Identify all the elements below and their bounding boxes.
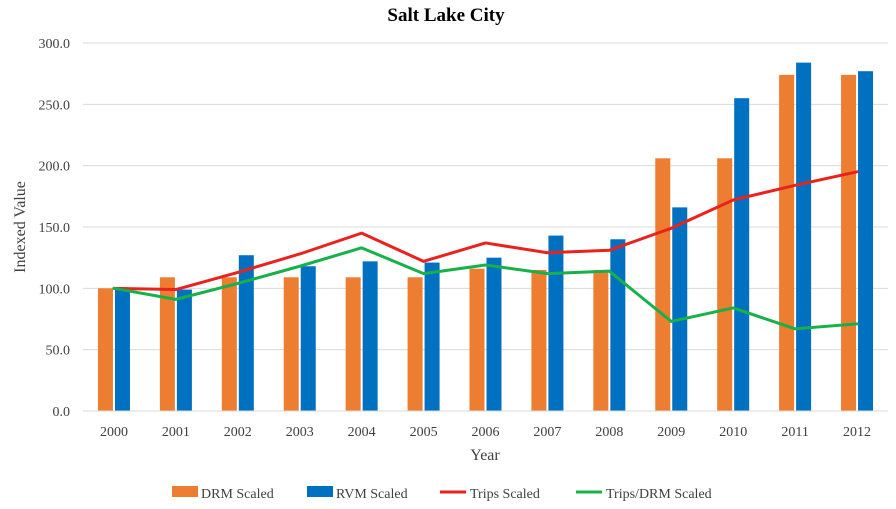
x-tick-label: 2010 xyxy=(719,425,747,440)
line-trips-drm-scaled xyxy=(112,246,859,331)
bar-rvm-scaled xyxy=(300,266,316,411)
x-tick-label: 2009 xyxy=(657,425,685,440)
y-tick-label: 100.0 xyxy=(39,282,71,297)
bar-drm-scaled xyxy=(469,268,485,411)
x-tick-label: 2006 xyxy=(472,425,500,440)
legend-swatch-drm-scaled xyxy=(172,486,198,497)
x-tick-label: 2000 xyxy=(100,425,128,440)
bar-drm-scaled xyxy=(841,74,857,411)
x-tick-label: 2007 xyxy=(533,425,561,440)
legend: DRM Scaled RVM Scaled Trips Scaled Trips/DR… xyxy=(172,486,712,502)
bar-rvm-scaled xyxy=(176,289,192,411)
y-tick-label: 200.0 xyxy=(39,160,71,175)
bar-rvm-scaled xyxy=(858,71,874,412)
x-tick-label: 2001 xyxy=(162,425,190,440)
x-tick-label: 2005 xyxy=(410,425,438,440)
bar-drm-scaled xyxy=(531,269,547,411)
bar-drm-scaled xyxy=(97,288,113,411)
legend-label-rvm-scaled: RVM Scaled xyxy=(336,487,408,502)
x-tick-label: 2003 xyxy=(286,425,314,440)
bar-drm-scaled xyxy=(593,269,609,411)
y-axis-label: Indexed Value xyxy=(12,181,29,273)
y-axis-ticks: 0.0 50.0 100.0 150.0 200.0 250.0 300.0 xyxy=(39,37,71,420)
bar-rvm-scaled xyxy=(362,261,378,411)
bar-drm-scaled xyxy=(717,158,733,411)
x-tick-label: 2002 xyxy=(224,425,252,440)
x-tick-label: 2011 xyxy=(781,425,808,440)
lines xyxy=(112,170,859,331)
x-tick-label: 2012 xyxy=(843,425,871,440)
legend-swatch-rvm-scaled xyxy=(307,486,333,497)
bar-drm-scaled xyxy=(779,74,795,411)
bar-rvm-scaled xyxy=(672,207,688,411)
bar-rvm-scaled xyxy=(486,257,502,411)
bar-drm-scaled xyxy=(283,277,299,411)
line-trips-scaled xyxy=(112,170,859,292)
y-tick-label: 250.0 xyxy=(39,98,71,113)
bar-drm-scaled xyxy=(221,277,237,411)
x-tick-label: 2008 xyxy=(595,425,623,440)
gridlines xyxy=(83,42,888,351)
bar-rvm-scaled xyxy=(424,262,440,411)
bars xyxy=(97,62,874,412)
y-tick-label: 50.0 xyxy=(46,344,71,359)
legend-label-trips-drm-scaled: Trips/DRM Scaled xyxy=(606,487,712,502)
x-axis-ticks: 2000 2001 2002 2003 2004 2005 2006 2007 2008 2009… xyxy=(100,425,871,440)
bar-rvm-scaled xyxy=(238,255,254,411)
legend-label-trips-scaled: Trips Scaled xyxy=(470,487,540,502)
bar-rvm-scaled xyxy=(796,62,812,411)
y-tick-label: 300.0 xyxy=(39,37,71,52)
bar-drm-scaled xyxy=(407,277,423,411)
x-tick-label: 2004 xyxy=(348,425,376,440)
bar-rvm-scaled xyxy=(734,98,750,411)
y-tick-label: 0.0 xyxy=(53,405,71,420)
legend-label-drm-scaled: DRM Scaled xyxy=(201,487,274,502)
bar-rvm-scaled xyxy=(548,235,564,411)
bar-drm-scaled xyxy=(345,277,361,411)
chart-title: Salt Lake City xyxy=(387,5,505,26)
y-tick-label: 150.0 xyxy=(39,221,71,236)
bar-rvm-scaled xyxy=(610,239,626,411)
x-axis-label: Year xyxy=(470,447,500,464)
bar-drm-scaled xyxy=(655,158,671,411)
bar-rvm-scaled xyxy=(114,288,130,411)
bar-drm-scaled xyxy=(159,277,175,411)
